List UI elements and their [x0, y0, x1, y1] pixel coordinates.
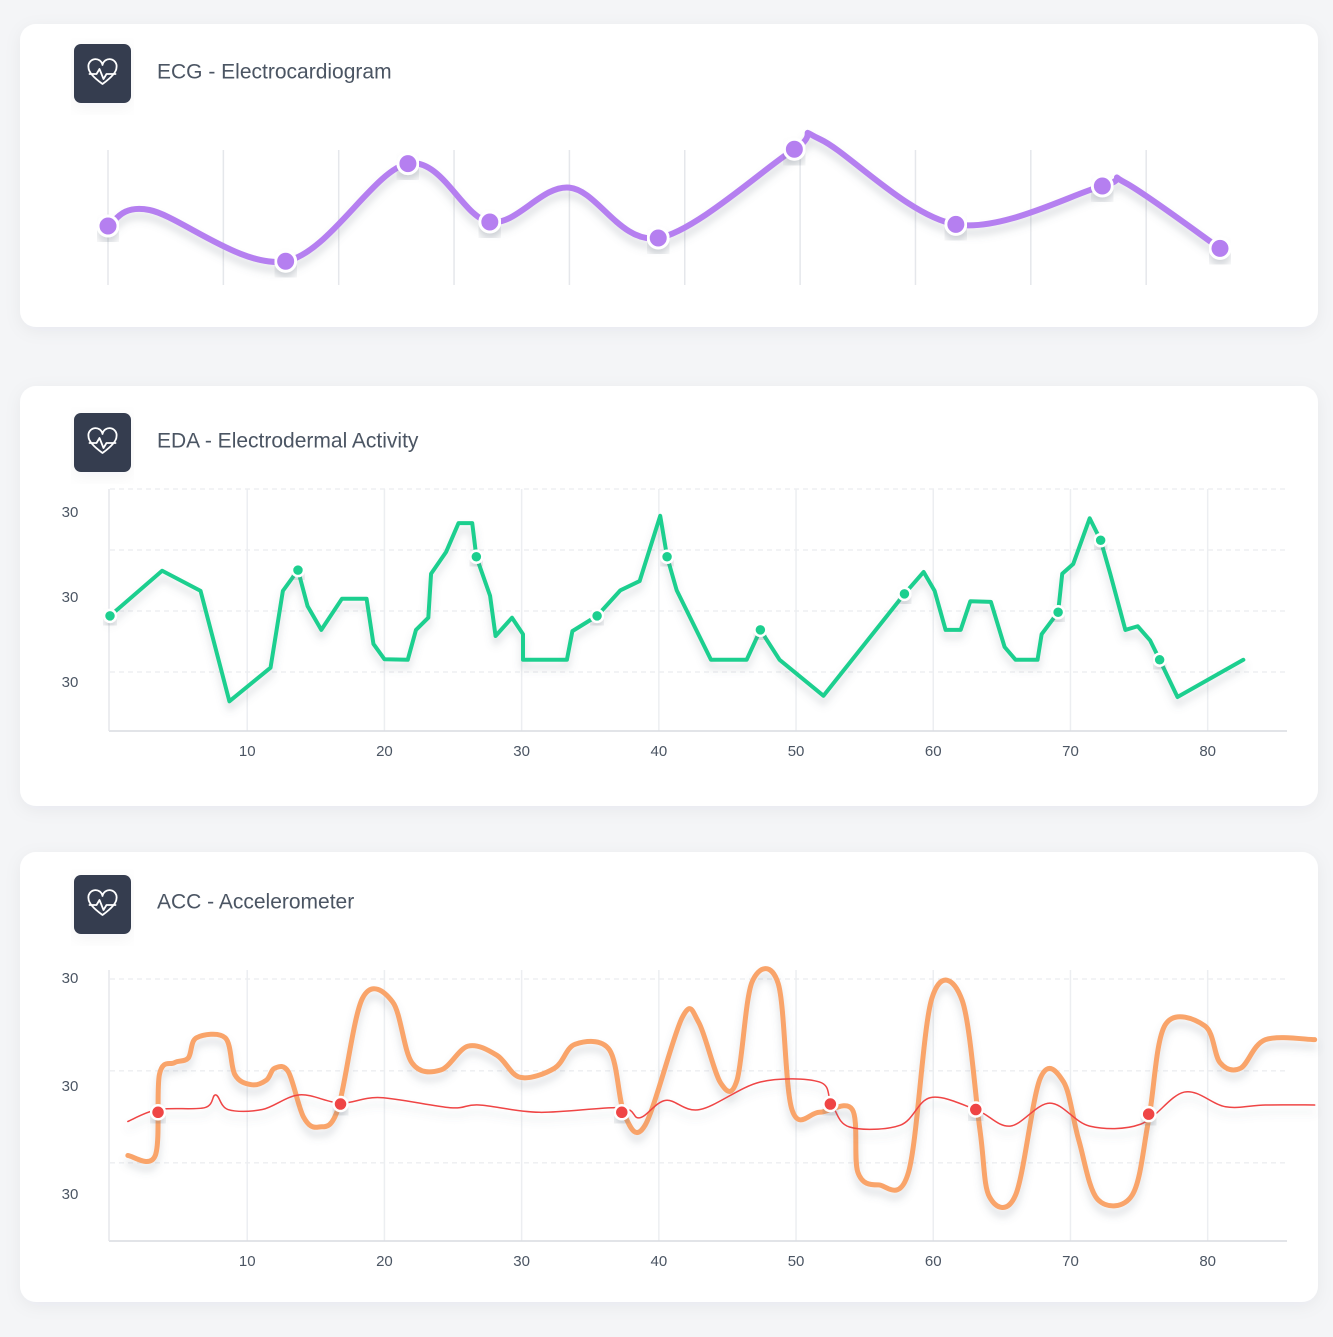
y-axis-label: 30 — [62, 589, 79, 606]
y-axis-label: 30 — [62, 674, 79, 691]
data-point — [1050, 604, 1066, 620]
data-point — [1208, 236, 1232, 260]
chart-card: EDA - Electrodermal Activity 10 20 30 40 50 60… — [20, 386, 1318, 806]
heart-pulse — [88, 899, 117, 911]
x-tick-label: 70 — [1062, 1253, 1079, 1270]
x-tick-label: 40 — [650, 1253, 667, 1270]
x-tick-label: 50 — [788, 743, 805, 760]
x-tick-label: 60 — [925, 743, 942, 760]
data-point — [782, 137, 806, 161]
card — [20, 852, 1318, 1302]
x-tick-label: 40 — [650, 743, 667, 760]
data-point — [589, 608, 605, 624]
heart-pulse — [88, 68, 117, 80]
x-tick-label: 80 — [1199, 743, 1216, 760]
y-axis-label: 30 — [62, 1078, 79, 1095]
data-point — [396, 152, 420, 176]
data-point — [944, 212, 968, 236]
data-point — [96, 214, 120, 238]
data-point — [149, 1104, 167, 1121]
heart-icon — [87, 427, 118, 454]
card-title: ACC - Accelerometer — [157, 891, 354, 914]
x-tick-label: 30 — [513, 1253, 530, 1270]
data-point — [897, 586, 912, 602]
heart-outline — [87, 58, 118, 85]
data-point — [332, 1095, 349, 1113]
x-tick-label: 80 — [1199, 1253, 1216, 1270]
x-tick-label: 70 — [1062, 743, 1079, 760]
card-title: ECG - Electrocardiogram — [157, 61, 392, 84]
data-point — [967, 1101, 985, 1118]
data-point — [613, 1104, 631, 1121]
chart-card: ECG - Electrocardiogram — [20, 24, 1318, 327]
card-title: EDA - Electrodermal Activity — [157, 430, 419, 453]
data-point — [822, 1095, 839, 1113]
card — [20, 24, 1318, 327]
data-point — [469, 549, 484, 564]
x-tick-label: 20 — [376, 743, 393, 760]
data-point — [659, 549, 675, 564]
data-point — [478, 210, 502, 234]
heart-icon — [87, 889, 118, 916]
chart-card: ACC - Accelerometer 10 20 30 40 50 60 70 80 30 30 3… — [20, 852, 1318, 1302]
icon-box — [74, 44, 131, 103]
card — [20, 386, 1318, 806]
signal-line — [127, 1078, 1316, 1131]
heart-outline — [87, 889, 118, 916]
x-tick-label: 30 — [513, 743, 530, 760]
data-point — [753, 622, 768, 638]
data-point — [102, 608, 118, 624]
data-point — [1140, 1105, 1157, 1123]
x-tick-label: 20 — [376, 1253, 393, 1270]
heart-icon — [87, 58, 118, 85]
heart-outline — [87, 427, 118, 454]
data-point — [290, 562, 306, 578]
heart-pulse — [88, 437, 117, 449]
data-point — [1093, 532, 1108, 548]
x-tick-label: 10 — [239, 743, 256, 760]
x-tick-label: 50 — [788, 1253, 805, 1270]
x-tick-label: 60 — [925, 1253, 942, 1270]
y-axis-label: 30 — [62, 504, 79, 521]
icon-box — [74, 413, 131, 472]
data-point — [1152, 652, 1167, 668]
y-axis-label: 30 — [62, 1186, 79, 1203]
signal-line — [108, 513, 1246, 704]
data-point — [646, 226, 670, 250]
x-tick-label: 10 — [239, 1253, 256, 1270]
data-point — [274, 249, 298, 273]
icon-box — [74, 875, 131, 934]
data-point — [1090, 174, 1114, 198]
y-axis-label: 30 — [62, 970, 79, 987]
